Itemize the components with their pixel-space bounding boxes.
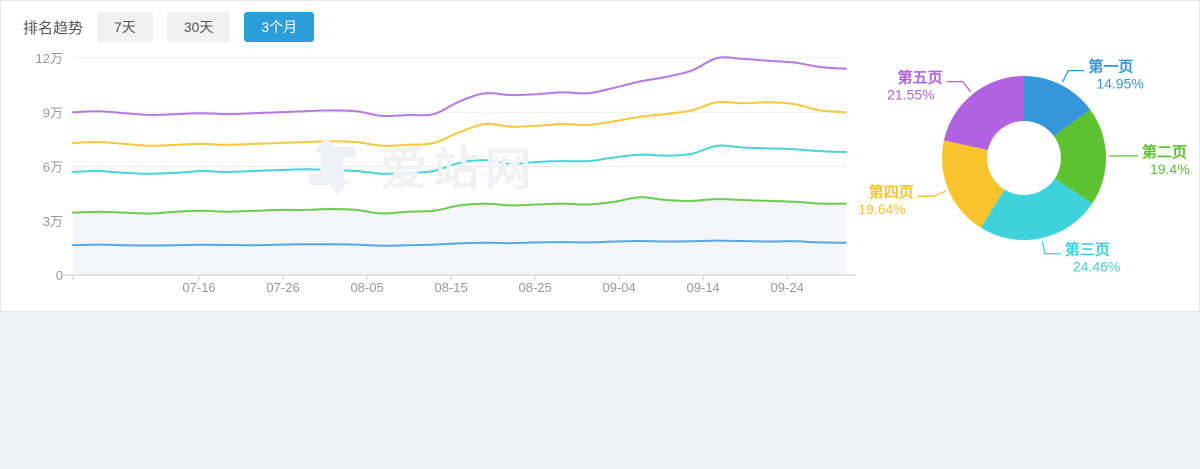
svg-text:07-16: 07-16 [182,280,215,295]
svg-text:第三页: 第三页 [1065,241,1110,259]
svg-text:08-05: 08-05 [350,280,383,295]
svg-text:19.4%: 19.4% [1150,161,1190,177]
svg-text:09-24: 09-24 [771,280,804,295]
svg-text:08-15: 08-15 [434,280,467,295]
svg-text:第四页: 第四页 [869,183,914,201]
tab-30-days[interactable]: 30天 [166,12,231,42]
svg-text:19.64%: 19.64% [859,201,906,217]
svg-text:14.95%: 14.95% [1096,76,1143,92]
svg-text:第五页: 第五页 [898,69,943,87]
svg-text:0: 0 [56,268,63,283]
svg-text:07-26: 07-26 [266,280,299,295]
tab-3-months[interactable]: 3个月 [244,12,315,42]
tab-7-days[interactable]: 7天 [97,12,153,42]
chart-area: 爱站网 12万 9万 6万 3万 0 07-16 07-26 08-05 08-15 08-25 0… [1,41,1199,311]
svg-text:09-04: 09-04 [603,280,636,295]
svg-text:24.46%: 24.46% [1073,259,1120,275]
svg-text:08-25: 08-25 [518,280,551,295]
svg-text:09-14: 09-14 [687,280,720,295]
line-chart: 12万 9万 6万 3万 0 07-16 07-26 08-05 08-15 08-25 09-04… [36,51,856,295]
trend-toolbar: 排名趋势 7天 30天 3个月 [1,1,1199,42]
svg-text:12万: 12万 [36,51,63,66]
svg-text:6万: 6万 [43,160,63,175]
trend-title: 排名趋势 [23,19,84,37]
svg-text:第一页: 第一页 [1088,58,1133,76]
svg-text:9万: 9万 [43,105,63,120]
svg-text:21.55%: 21.55% [887,87,934,103]
svg-text:第二页: 第二页 [1142,143,1187,161]
rank-trend-panel: 排名趋势 7天 30天 3个月 爱站网 12万 9万 6万 3万 0 07-16 07-26… [0,0,1200,312]
svg-text:3万: 3万 [43,214,63,229]
